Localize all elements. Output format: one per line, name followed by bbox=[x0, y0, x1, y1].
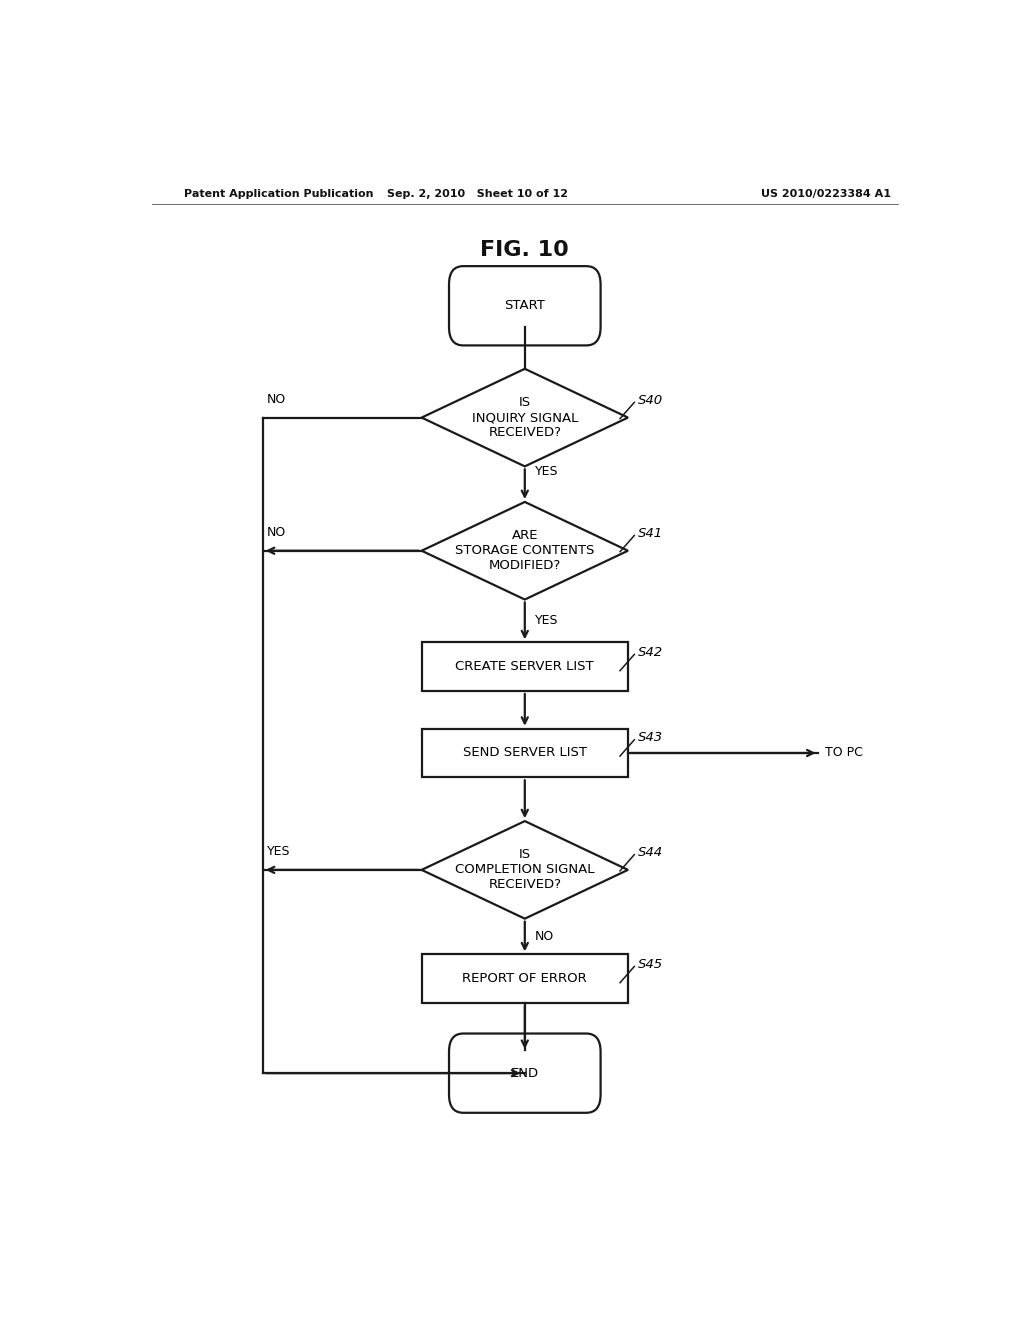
Bar bbox=[422, 954, 628, 1003]
Bar bbox=[422, 729, 628, 777]
Text: S45: S45 bbox=[638, 958, 664, 972]
Text: START: START bbox=[505, 300, 545, 313]
Text: S41: S41 bbox=[638, 527, 664, 540]
Text: IS
INQUIRY SIGNAL
RECEIVED?: IS INQUIRY SIGNAL RECEIVED? bbox=[472, 396, 578, 440]
Text: NO: NO bbox=[267, 393, 286, 405]
Polygon shape bbox=[422, 368, 628, 466]
FancyBboxPatch shape bbox=[449, 267, 601, 346]
Text: FIG. 10: FIG. 10 bbox=[480, 240, 569, 260]
Text: Patent Application Publication: Patent Application Publication bbox=[183, 189, 373, 199]
Text: S42: S42 bbox=[638, 645, 664, 659]
Text: REPORT OF ERROR: REPORT OF ERROR bbox=[463, 972, 587, 985]
Text: S44: S44 bbox=[638, 846, 664, 859]
Text: TO PC: TO PC bbox=[824, 747, 862, 759]
Text: YES: YES bbox=[267, 845, 291, 858]
Text: US 2010/0223384 A1: US 2010/0223384 A1 bbox=[762, 189, 891, 199]
Text: CREATE SERVER LIST: CREATE SERVER LIST bbox=[456, 660, 594, 673]
Text: END: END bbox=[511, 1067, 539, 1080]
Text: IS
COMPLETION SIGNAL
RECEIVED?: IS COMPLETION SIGNAL RECEIVED? bbox=[455, 849, 595, 891]
Bar bbox=[422, 643, 628, 690]
Polygon shape bbox=[422, 821, 628, 919]
Text: Sep. 2, 2010   Sheet 10 of 12: Sep. 2, 2010 Sheet 10 of 12 bbox=[387, 189, 567, 199]
Text: ARE
STORAGE CONTENTS
MODIFIED?: ARE STORAGE CONTENTS MODIFIED? bbox=[455, 529, 595, 573]
Polygon shape bbox=[422, 502, 628, 599]
Text: YES: YES bbox=[536, 614, 559, 627]
FancyBboxPatch shape bbox=[449, 1034, 601, 1113]
Text: NO: NO bbox=[267, 525, 286, 539]
Text: SEND SERVER LIST: SEND SERVER LIST bbox=[463, 747, 587, 759]
Text: S43: S43 bbox=[638, 731, 664, 744]
Text: S40: S40 bbox=[638, 393, 664, 407]
Text: NO: NO bbox=[536, 931, 554, 942]
Text: YES: YES bbox=[536, 466, 559, 478]
